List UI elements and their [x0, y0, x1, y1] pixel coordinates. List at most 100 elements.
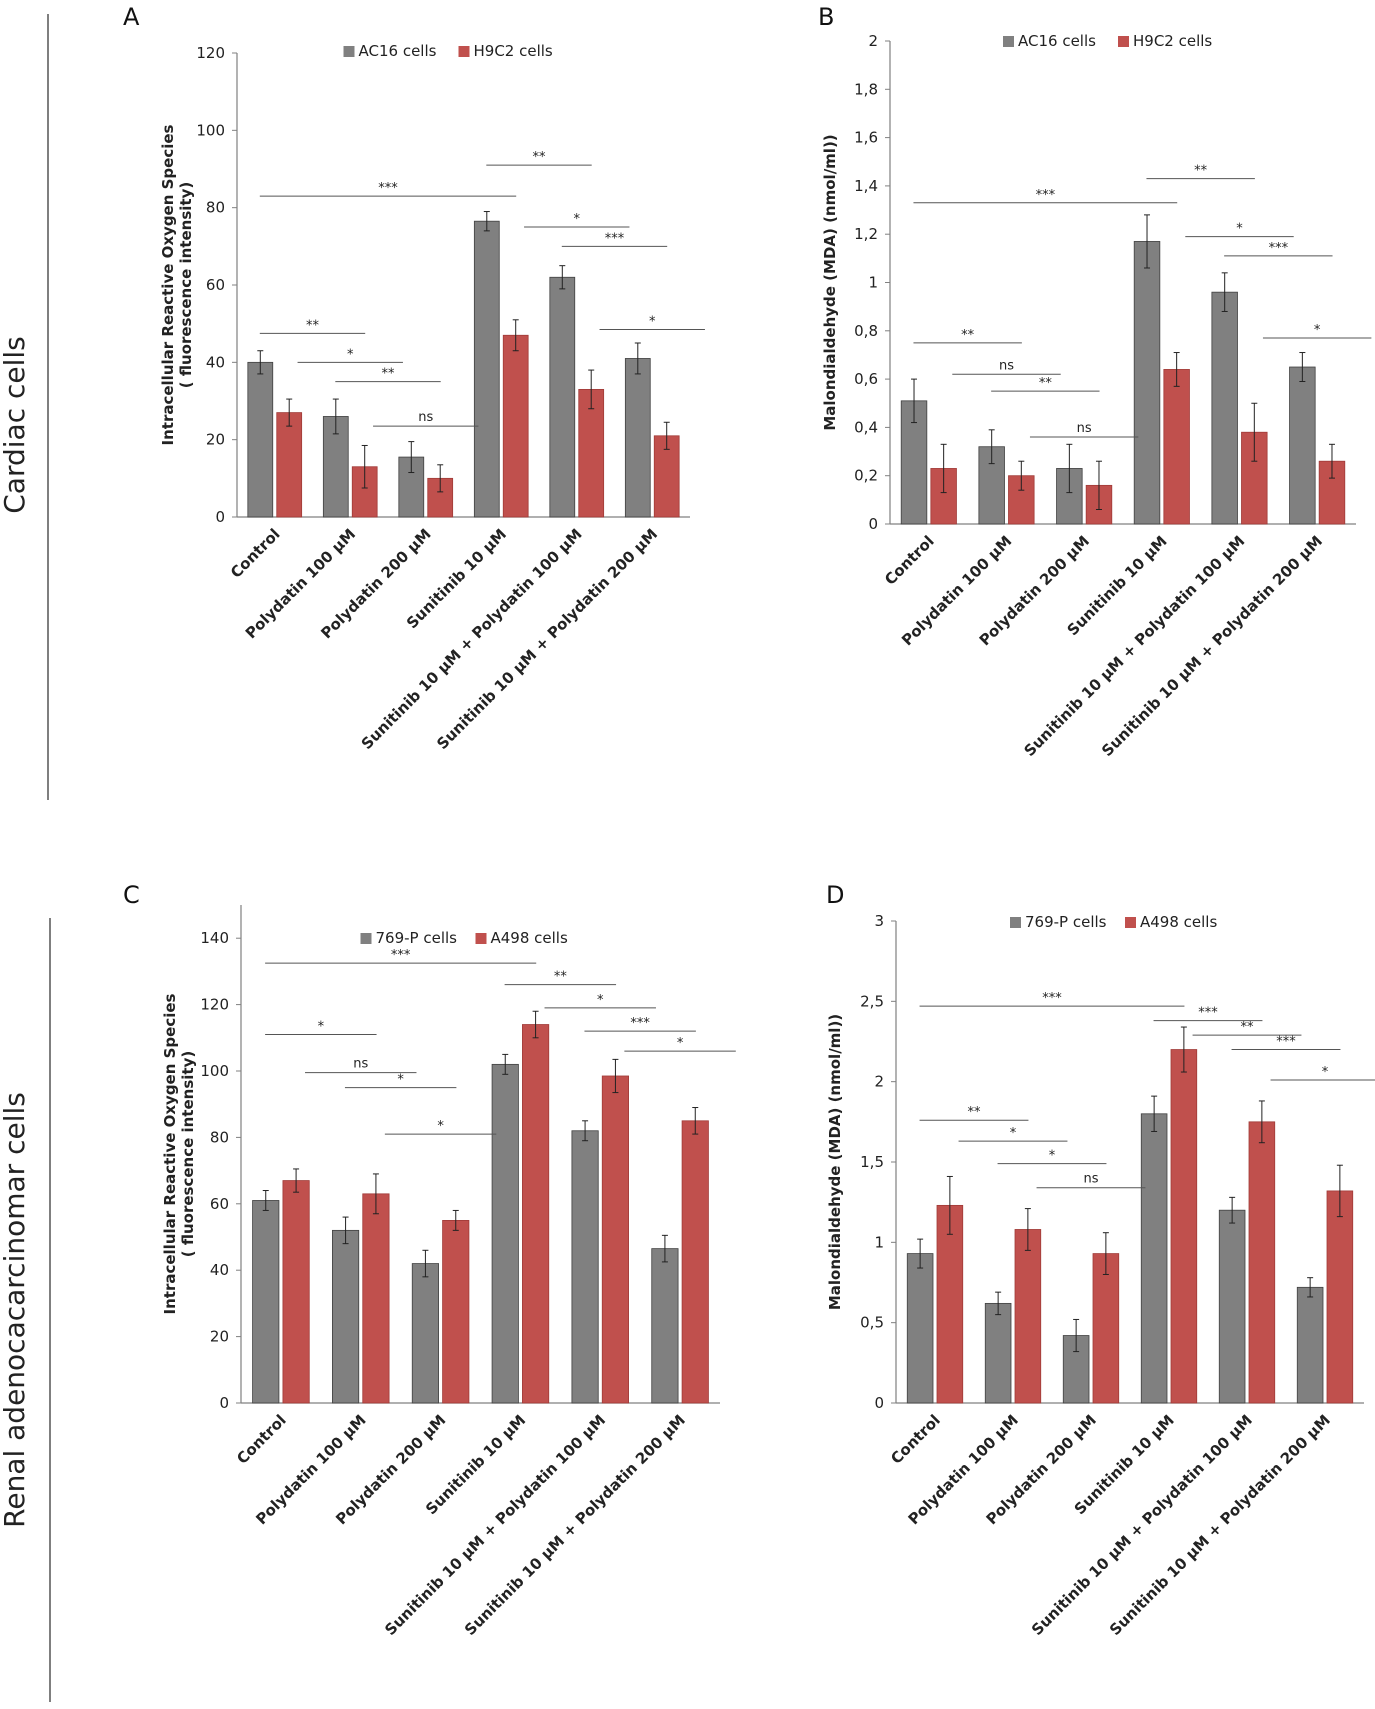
significance-label: *: [597, 993, 604, 1008]
significance-label: *: [1010, 1126, 1017, 1141]
bar: [1218, 1209, 1246, 1404]
y-tick-label: 40: [210, 1261, 229, 1279]
y-tick-label: 2: [868, 32, 878, 50]
significance-label: ***: [391, 948, 411, 963]
y-tick-label: 60: [206, 276, 225, 294]
y-tick-label: 60: [210, 1195, 229, 1213]
bar: [601, 1075, 629, 1404]
panel-letter: B: [818, 3, 834, 31]
legend-label: A498 cells: [491, 929, 568, 947]
panel-letter: C: [123, 881, 140, 909]
bar: [398, 456, 425, 518]
bar: [936, 1204, 964, 1404]
bar: [984, 1302, 1012, 1404]
bar: [681, 1120, 709, 1404]
significance-label: **: [968, 1105, 982, 1120]
significance-label: ***: [1198, 1006, 1218, 1021]
significance-label: *: [1049, 1149, 1056, 1164]
y-axis-label: Intracellular Reactive Oxygen Species( f…: [161, 993, 197, 1314]
legend-swatch: [1010, 917, 1021, 928]
bar: [502, 334, 529, 518]
bar: [282, 1180, 310, 1404]
bar: [549, 276, 576, 518]
significance-label: **: [1194, 164, 1208, 179]
y-tick-label: 0,6: [854, 370, 878, 388]
panel-d-chart: D 0 0,5 1 1,5 2 2,5 3 Malondialdehyde (MDA) (nmo…: [826, 881, 1375, 1639]
legend-label: H9C2 cells: [1133, 32, 1212, 50]
y-tick-label: 1: [868, 274, 878, 292]
significance-label: ns: [353, 1057, 368, 1072]
significance-label: **: [382, 367, 396, 382]
y-axis-label-line: Malondialdehyde (MDA) (nmol/ml)): [821, 134, 839, 430]
bar: [1211, 291, 1238, 525]
bar: [362, 1193, 390, 1404]
significance-label: ***: [605, 231, 625, 246]
significance-label: *: [1236, 222, 1243, 237]
significance-label: **: [1241, 1020, 1255, 1035]
significance-label: ns: [1077, 421, 1092, 436]
y-tick-label: 0,5: [860, 1314, 884, 1332]
y-tick-label: 20: [206, 431, 225, 449]
y-tick-label: 100: [200, 1062, 229, 1080]
y-tick-label: 80: [210, 1128, 229, 1146]
significance-label: *: [437, 1119, 444, 1134]
bar: [906, 1253, 934, 1404]
y-axis-label-line: Malondialdehyde (MDA) (nmol/ml)): [826, 1014, 844, 1310]
significance-label: ns: [418, 410, 433, 425]
bar: [624, 358, 651, 518]
significance-label: *: [1322, 1065, 1329, 1080]
y-tick-label: 1,5: [860, 1153, 884, 1171]
y-tick-label: 1,2: [854, 225, 878, 243]
y-tick-label: 40: [206, 353, 225, 371]
significance-label: *: [397, 1073, 404, 1088]
significance-label: *: [649, 314, 656, 329]
significance-label: **: [533, 150, 547, 165]
significance-label: *: [1314, 323, 1321, 338]
bar: [900, 400, 928, 525]
y-tick-label: 1,4: [854, 177, 878, 195]
y-tick-label: 0: [874, 1394, 884, 1412]
y-tick-label: 0: [215, 508, 225, 526]
bar: [1289, 366, 1316, 525]
y-axis-label: Malondialdehyde (MDA) (nmol/ml)): [826, 1014, 844, 1310]
significance-label: ***: [1042, 991, 1062, 1006]
side-label-cardiac: Cardiac cells: [0, 336, 31, 514]
y-tick-label: 100: [196, 121, 225, 139]
bar: [1296, 1286, 1324, 1404]
x-tick-label: Control: [881, 532, 938, 589]
significance-label: ***: [630, 1016, 650, 1031]
bar: [522, 1024, 550, 1404]
bar: [1163, 369, 1190, 525]
y-tick-label: 0: [868, 515, 878, 533]
legend-label: AC16 cells: [359, 42, 437, 60]
panel-a-chart: A 0 20 40 60 80 100 120 Intracellular Reactive O…: [123, 3, 705, 753]
significance-label: *: [318, 1019, 325, 1034]
significance-label: *: [574, 212, 581, 227]
x-tick-label: Control: [227, 525, 284, 582]
y-tick-label: 120: [196, 44, 225, 62]
legend-swatch: [1125, 917, 1136, 928]
y-tick-label: 0,8: [854, 322, 878, 340]
legend-swatch: [360, 933, 372, 944]
panel-c-chart: C 0 20 40 60 80 100 120 140 Intracellular Reactiv…: [123, 881, 736, 1639]
y-tick-label: 2: [874, 1073, 884, 1091]
bar: [1092, 1253, 1120, 1404]
legend-label: AC16 cells: [1018, 32, 1096, 50]
bar: [442, 1220, 470, 1404]
bar: [1170, 1049, 1198, 1404]
significance-label: ns: [1083, 1172, 1098, 1187]
significance-label: *: [677, 1036, 684, 1051]
y-tick-label: 3: [874, 912, 884, 930]
legend-swatch: [1118, 36, 1129, 47]
y-tick-label: 120: [200, 996, 229, 1014]
y-tick-label: 80: [206, 199, 225, 217]
significance-label: ns: [999, 358, 1014, 373]
y-tick-label: 140: [200, 929, 229, 947]
y-axis-label-line: ( fluorescence intensity): [179, 1051, 197, 1257]
y-tick-label: 2,5: [860, 992, 884, 1010]
legend-swatch: [458, 46, 470, 57]
bar: [247, 361, 274, 518]
x-tick-label: Control: [233, 1411, 290, 1468]
side-label-renal: Renal adenocacarcinomar cells: [0, 1092, 31, 1528]
y-tick-label: 0,2: [854, 467, 878, 485]
